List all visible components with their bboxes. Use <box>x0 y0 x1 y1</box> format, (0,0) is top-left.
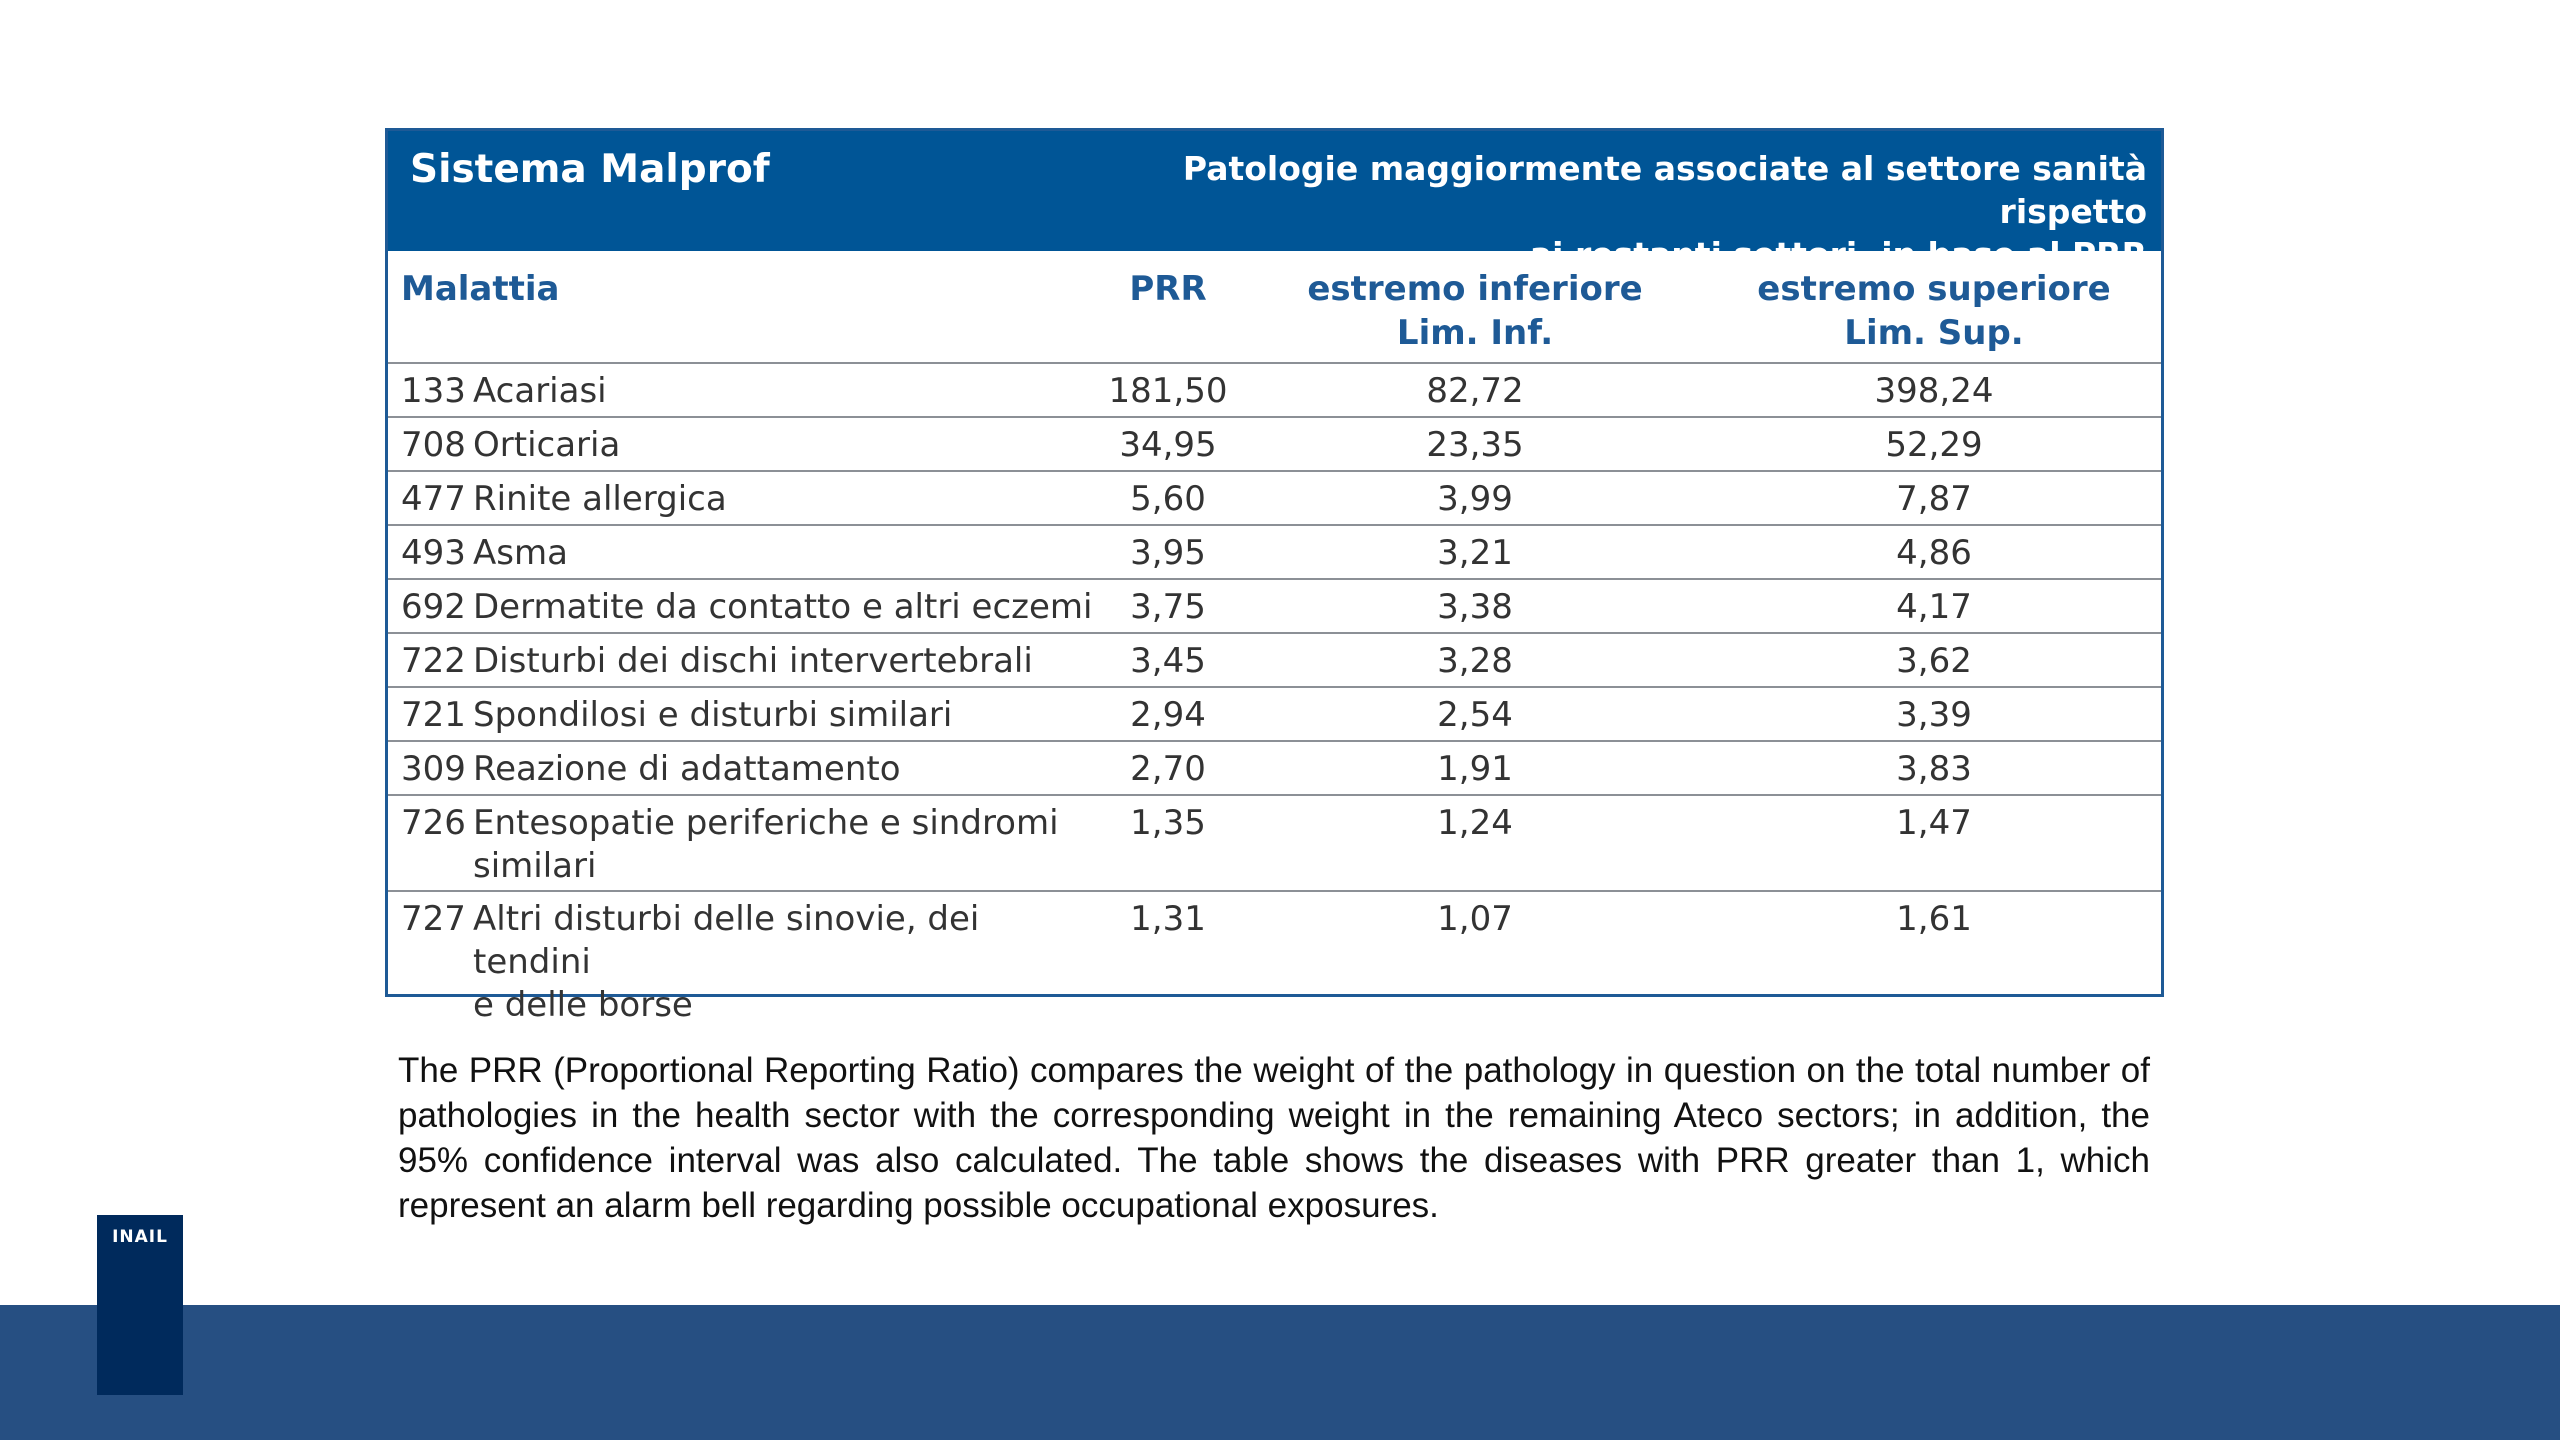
table-row: 722 Disturbi dei dischi intervertebrali … <box>388 633 2162 688</box>
inail-logo: INAIL <box>97 1215 183 1395</box>
disease-name-line1: Reazione di adattamento <box>473 749 901 789</box>
upper-limit-value: 1,61 <box>1896 899 1972 939</box>
disease-name-line1: Orticaria <box>473 425 621 465</box>
disease-code: 133 <box>388 363 473 418</box>
prr-value: 2,70 <box>1093 741 1244 796</box>
upper-limit-value: 52,29 <box>1707 417 2162 472</box>
lower-limit-value: 3,38 <box>1243 579 1708 634</box>
prr-description-text: The PRR (Proportional Reporting Ratio) c… <box>398 1051 2150 1225</box>
prr-value: 3,75 <box>1093 579 1244 634</box>
disease-code: 692 <box>388 579 473 634</box>
table-row: 726 Entesopatie periferiche e sindromi s… <box>388 795 2162 892</box>
disease-name-line2: e delle borse <box>473 985 693 1025</box>
disease-name: Entesopatie periferiche e sindromi simil… <box>473 795 1094 892</box>
prr-value: 1,31 <box>1130 899 1206 939</box>
disease-name-line1: Dermatite da contatto e altri eczemi <box>473 587 1093 627</box>
table-row: 727 Altri disturbi delle sinovie, dei te… <box>388 891 2161 1027</box>
table-row: 477 Rinite allergica 5,60 3,99 7,87 <box>388 471 2162 526</box>
column-header-lower: estremo inferiore Lim. Inf. <box>1243 251 1708 364</box>
disease-name: Dermatite da contatto e altri eczemi <box>473 579 1094 634</box>
disease-code: 309 <box>388 741 473 796</box>
table-header: Sistema Malprof Patologie maggiormente a… <box>388 131 2161 274</box>
lower-limit-value: 2,54 <box>1243 687 1708 742</box>
prr-value: 3,95 <box>1093 525 1244 580</box>
upper-limit-value: 4,17 <box>1707 579 2162 634</box>
disease-name-line1: Rinite allergica <box>473 479 727 519</box>
table-row: 309 Reazione di adattamento 2,70 1,91 3,… <box>388 741 2162 796</box>
column-header-disease: Malattia <box>388 251 1094 364</box>
disease-name-line1: Disturbi dei dischi intervertebrali <box>473 641 1033 681</box>
lower-limit-value: 23,35 <box>1243 417 1708 472</box>
lower-limit-value: 3,99 <box>1243 471 1708 526</box>
disease-code: 727 <box>401 899 466 939</box>
table-subtitle-line2: ai restanti settori, in base al PRR <box>1529 235 2147 274</box>
table-row: 708 Orticaria 34,95 23,35 52,29 <box>388 417 2162 472</box>
disease-code: 722 <box>388 633 473 688</box>
lower-limit-value: 82,72 <box>1243 363 1708 418</box>
table-subtitle: Patologie maggiormente associate al sett… <box>1097 147 2147 276</box>
prr-value: 5,60 <box>1093 471 1244 526</box>
column-header-lower-line1: estremo inferiore <box>1307 269 1643 309</box>
column-header-upper-line2: Lim. Sup. <box>1844 313 2024 353</box>
disease-name: Altri disturbi delle sinovie, dei tendin… <box>473 891 1093 1027</box>
prr-value: 1,35 <box>1093 795 1244 892</box>
lower-limit-value: 1,07 <box>1437 899 1513 939</box>
upper-limit-value: 3,62 <box>1707 633 2162 688</box>
disease-name-line1: Asma <box>473 533 568 573</box>
disease-name-line1: Spondilosi e disturbi similari <box>473 695 953 735</box>
disease-code: 726 <box>388 795 473 892</box>
upper-limit-value: 7,87 <box>1707 471 2162 526</box>
lower-limit-value: 3,28 <box>1243 633 1708 688</box>
disease-code: 708 <box>388 417 473 472</box>
upper-limit-value: 3,83 <box>1707 741 2162 796</box>
table-subtitle-line1: Patologie maggiormente associate al sett… <box>1182 149 2147 231</box>
column-header-prr-label: PRR <box>1129 269 1207 309</box>
column-header-prr: PRR <box>1093 251 1244 364</box>
disease-name-line1: Altri disturbi delle sinovie, dei tendin… <box>473 899 980 982</box>
disease-name: Asma <box>473 525 1094 580</box>
disease-name-line2: similari <box>473 846 597 886</box>
disease-name: Disturbi dei dischi intervertebrali <box>473 633 1094 688</box>
inail-logo-text: INAIL <box>112 1227 168 1247</box>
upper-limit-value: 1,47 <box>1707 795 2162 892</box>
column-header-upper-line1: estremo superiore <box>1757 269 2111 309</box>
table-row: 493 Asma 3,95 3,21 4,86 <box>388 525 2162 580</box>
prr-value: 34,95 <box>1093 417 1244 472</box>
upper-limit-value: 3,39 <box>1707 687 2162 742</box>
malprof-table-panel: Sistema Malprof Patologie maggiormente a… <box>385 128 2164 1025</box>
table-row: 692 Dermatite da contatto e altri eczemi… <box>388 579 2162 634</box>
table-row: 721 Spondilosi e disturbi similari 2,94 … <box>388 687 2162 742</box>
lower-limit-value: 3,21 <box>1243 525 1708 580</box>
prr-value: 2,94 <box>1093 687 1244 742</box>
disease-name: Rinite allergica <box>473 471 1094 526</box>
table-title: Sistema Malprof <box>410 147 770 192</box>
lower-limit-value: 1,91 <box>1243 741 1708 796</box>
upper-limit-value: 398,24 <box>1707 363 2162 418</box>
disease-code: 721 <box>388 687 473 742</box>
footer-bar <box>0 1305 2560 1440</box>
upper-limit-value: 4,86 <box>1707 525 2162 580</box>
disease-name-line1: Acariasi <box>473 371 607 411</box>
disease-name: Acariasi <box>473 363 1094 418</box>
column-header-lower-line2: Lim. Inf. <box>1396 313 1554 353</box>
disease-code: 477 <box>388 471 473 526</box>
disease-name: Reazione di adattamento <box>473 741 1094 796</box>
disease-name: Orticaria <box>473 417 1094 472</box>
column-header-disease-label: Malattia <box>401 269 560 309</box>
disease-code: 493 <box>388 525 473 580</box>
table-row: 133 Acariasi 181,50 82,72 398,24 <box>388 363 2162 418</box>
lower-limit-value: 1,24 <box>1243 795 1708 892</box>
prr-value: 3,45 <box>1093 633 1244 688</box>
column-header-upper: estremo superiore Lim. Sup. <box>1707 251 2162 364</box>
prr-value: 181,50 <box>1093 363 1244 418</box>
disease-name: Spondilosi e disturbi similari <box>473 687 1094 742</box>
disease-name-line1: Entesopatie periferiche e sindromi <box>473 803 1059 843</box>
table-header-row: Malattia PRR estremo inferiore Lim. Inf.… <box>388 251 2162 364</box>
disease-table: Malattia PRR estremo inferiore Lim. Inf.… <box>388 251 2162 1027</box>
